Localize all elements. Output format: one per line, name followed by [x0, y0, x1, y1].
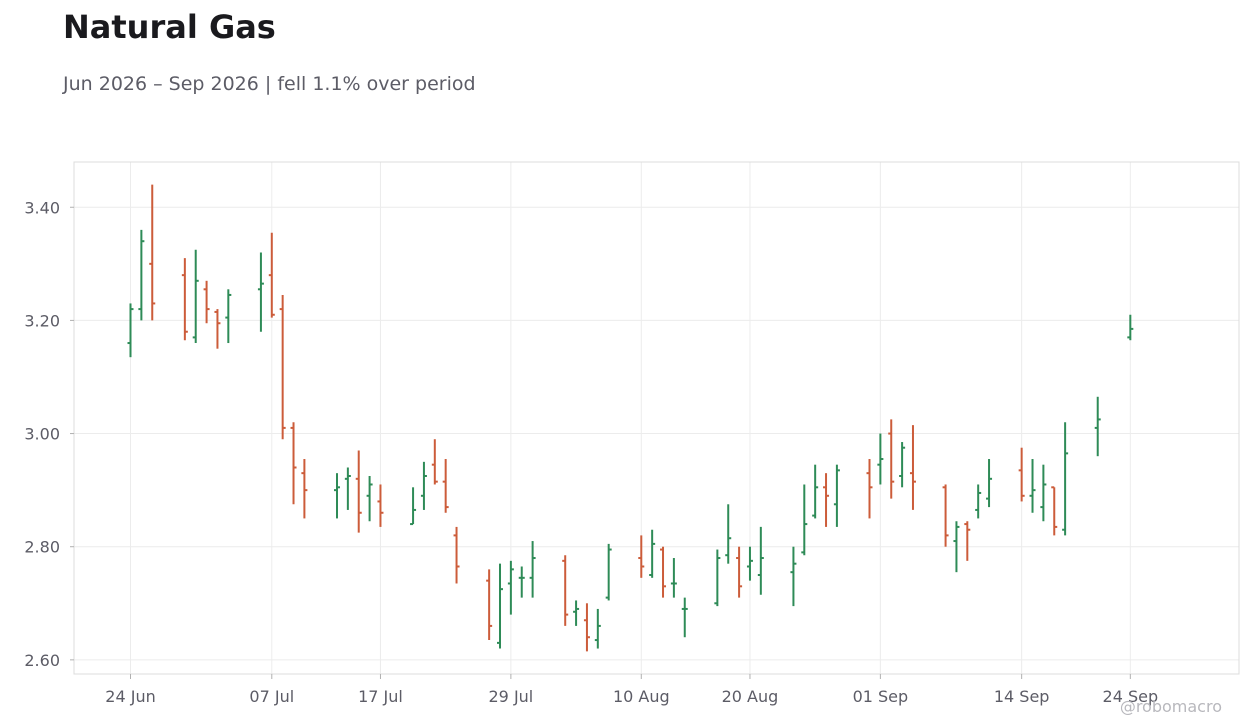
x-tick-label: 01 Sep: [853, 687, 909, 706]
ohlc-bar-up: [1040, 464, 1047, 522]
grid-layer: [74, 162, 1239, 674]
ohlc-bar-down: [866, 459, 873, 519]
ohlc-bar-down: [268, 232, 275, 318]
ohlc-bar-down: [149, 184, 156, 321]
ohlc-bar-up: [649, 529, 656, 578]
ohlc-bar-up: [986, 459, 993, 508]
x-tick-label: 17 Jul: [358, 687, 403, 706]
plot-frame: [73, 161, 1240, 675]
ohlc-bar-up: [801, 484, 808, 556]
ohlc-bar-up: [573, 600, 580, 626]
ohlc-bar-up: [812, 464, 819, 519]
ohlc-bar-up: [192, 249, 199, 344]
ohlc-bar-up: [877, 433, 884, 485]
ohlc-bar-down: [355, 450, 362, 533]
ohlc-bar-down: [562, 555, 569, 626]
ohlc-bar-up: [366, 475, 373, 522]
ohlc-bar-up: [681, 597, 688, 638]
ohlc-bar-down: [1018, 447, 1025, 502]
ohlc-bar-down: [453, 526, 460, 584]
y-tick-label: 3.20: [24, 311, 60, 330]
chart-subtitle: Jun 2026 – Sep 2026 | fell 1.1% over per…: [63, 73, 476, 95]
y-tick-label: 2.60: [24, 651, 60, 670]
ohlc-bar-up: [333, 473, 340, 519]
ohlc-bar-up: [1062, 422, 1069, 536]
watermark: @robomacro: [1119, 697, 1222, 716]
ohlc-bar-up: [594, 608, 601, 649]
ohlc-bar-up: [953, 521, 960, 573]
ohlc-bar-down: [964, 521, 971, 561]
ohlc-bar-up: [507, 560, 514, 615]
x-tick-label: 24 Jun: [105, 687, 155, 706]
ohlc-bar-up: [790, 546, 797, 607]
ohlc-bar-up: [1127, 314, 1134, 341]
ohlc-bar-down: [377, 484, 384, 527]
ohlc-bar-down: [214, 309, 221, 349]
y-tick-label: 2.80: [24, 538, 60, 557]
ohlc-bar-up: [725, 504, 732, 564]
x-tick-label: 24 Sep: [1103, 687, 1159, 706]
ohlc-bar-up: [975, 484, 982, 519]
ohlc-bar-up: [757, 526, 764, 595]
ohlc-bar-up: [420, 461, 427, 510]
x-tick-label: 29 Jul: [489, 687, 534, 706]
ohlc-bar-up: [529, 541, 536, 598]
ohlc-bar-up: [410, 487, 417, 526]
ohlc-bar-down: [909, 425, 916, 510]
ohlc-bar-up: [257, 252, 264, 332]
ohlc-bar-up: [497, 563, 504, 649]
y-axis: 2.60 2.80 3.00 3.20 3.40: [24, 198, 74, 670]
ohlc-bar-down: [942, 484, 949, 547]
chart-title: Natural Gas: [63, 8, 276, 46]
x-tick-label: 10 Aug: [613, 687, 670, 706]
ohlc-bar-up: [1029, 459, 1036, 513]
ohlc-bar-down: [203, 280, 210, 324]
y-tick-label: 3.40: [24, 198, 60, 217]
ohlc-bar-down: [301, 459, 308, 519]
ohlc-bar-down: [431, 439, 438, 485]
ohlc-bar-up: [1094, 396, 1101, 457]
ohlc-bar-up: [605, 543, 612, 601]
ohlc-bar-down: [442, 459, 449, 513]
ohlc-bar-up: [127, 303, 134, 358]
y-tick-label: 3.00: [24, 425, 60, 444]
ohlc-bar-down: [279, 294, 286, 440]
x-tick-label: 14 Sep: [994, 687, 1050, 706]
ohlc-bars: [127, 184, 1134, 652]
ohlc-bar-up: [746, 546, 753, 581]
x-axis: 24 Jun 07 Jul 17 Jul 29 Jul 10 Aug 20 Aug 01 S…: [105, 674, 1158, 706]
ohlc-bar-down: [638, 535, 645, 578]
ohlc-bar-down: [486, 569, 493, 641]
ohlc-bar-down: [290, 422, 297, 505]
ohlc-bar-down: [660, 546, 667, 598]
x-tick-label: 07 Jul: [249, 687, 294, 706]
ohlc-bar-up: [518, 566, 525, 598]
ohlc-bar-up: [138, 229, 145, 321]
ohlc-bar-down: [181, 258, 188, 341]
ohlc-bar-up: [670, 558, 677, 598]
ohlc-bar-down: [583, 603, 590, 652]
ohlc-bar-up: [899, 442, 906, 488]
ohlc-bar-up: [225, 289, 232, 344]
ohlc-bar-up: [833, 464, 840, 527]
ohlc-bar-up: [344, 467, 351, 510]
ohlc-bar-down: [823, 473, 830, 527]
ohlc-bar-down: [736, 546, 743, 598]
ohlc-bar-down: [1051, 486, 1058, 536]
ohlc-bar-up: [714, 549, 721, 607]
x-tick-label: 20 Aug: [722, 687, 779, 706]
ohlc-bar-down: [888, 419, 895, 499]
